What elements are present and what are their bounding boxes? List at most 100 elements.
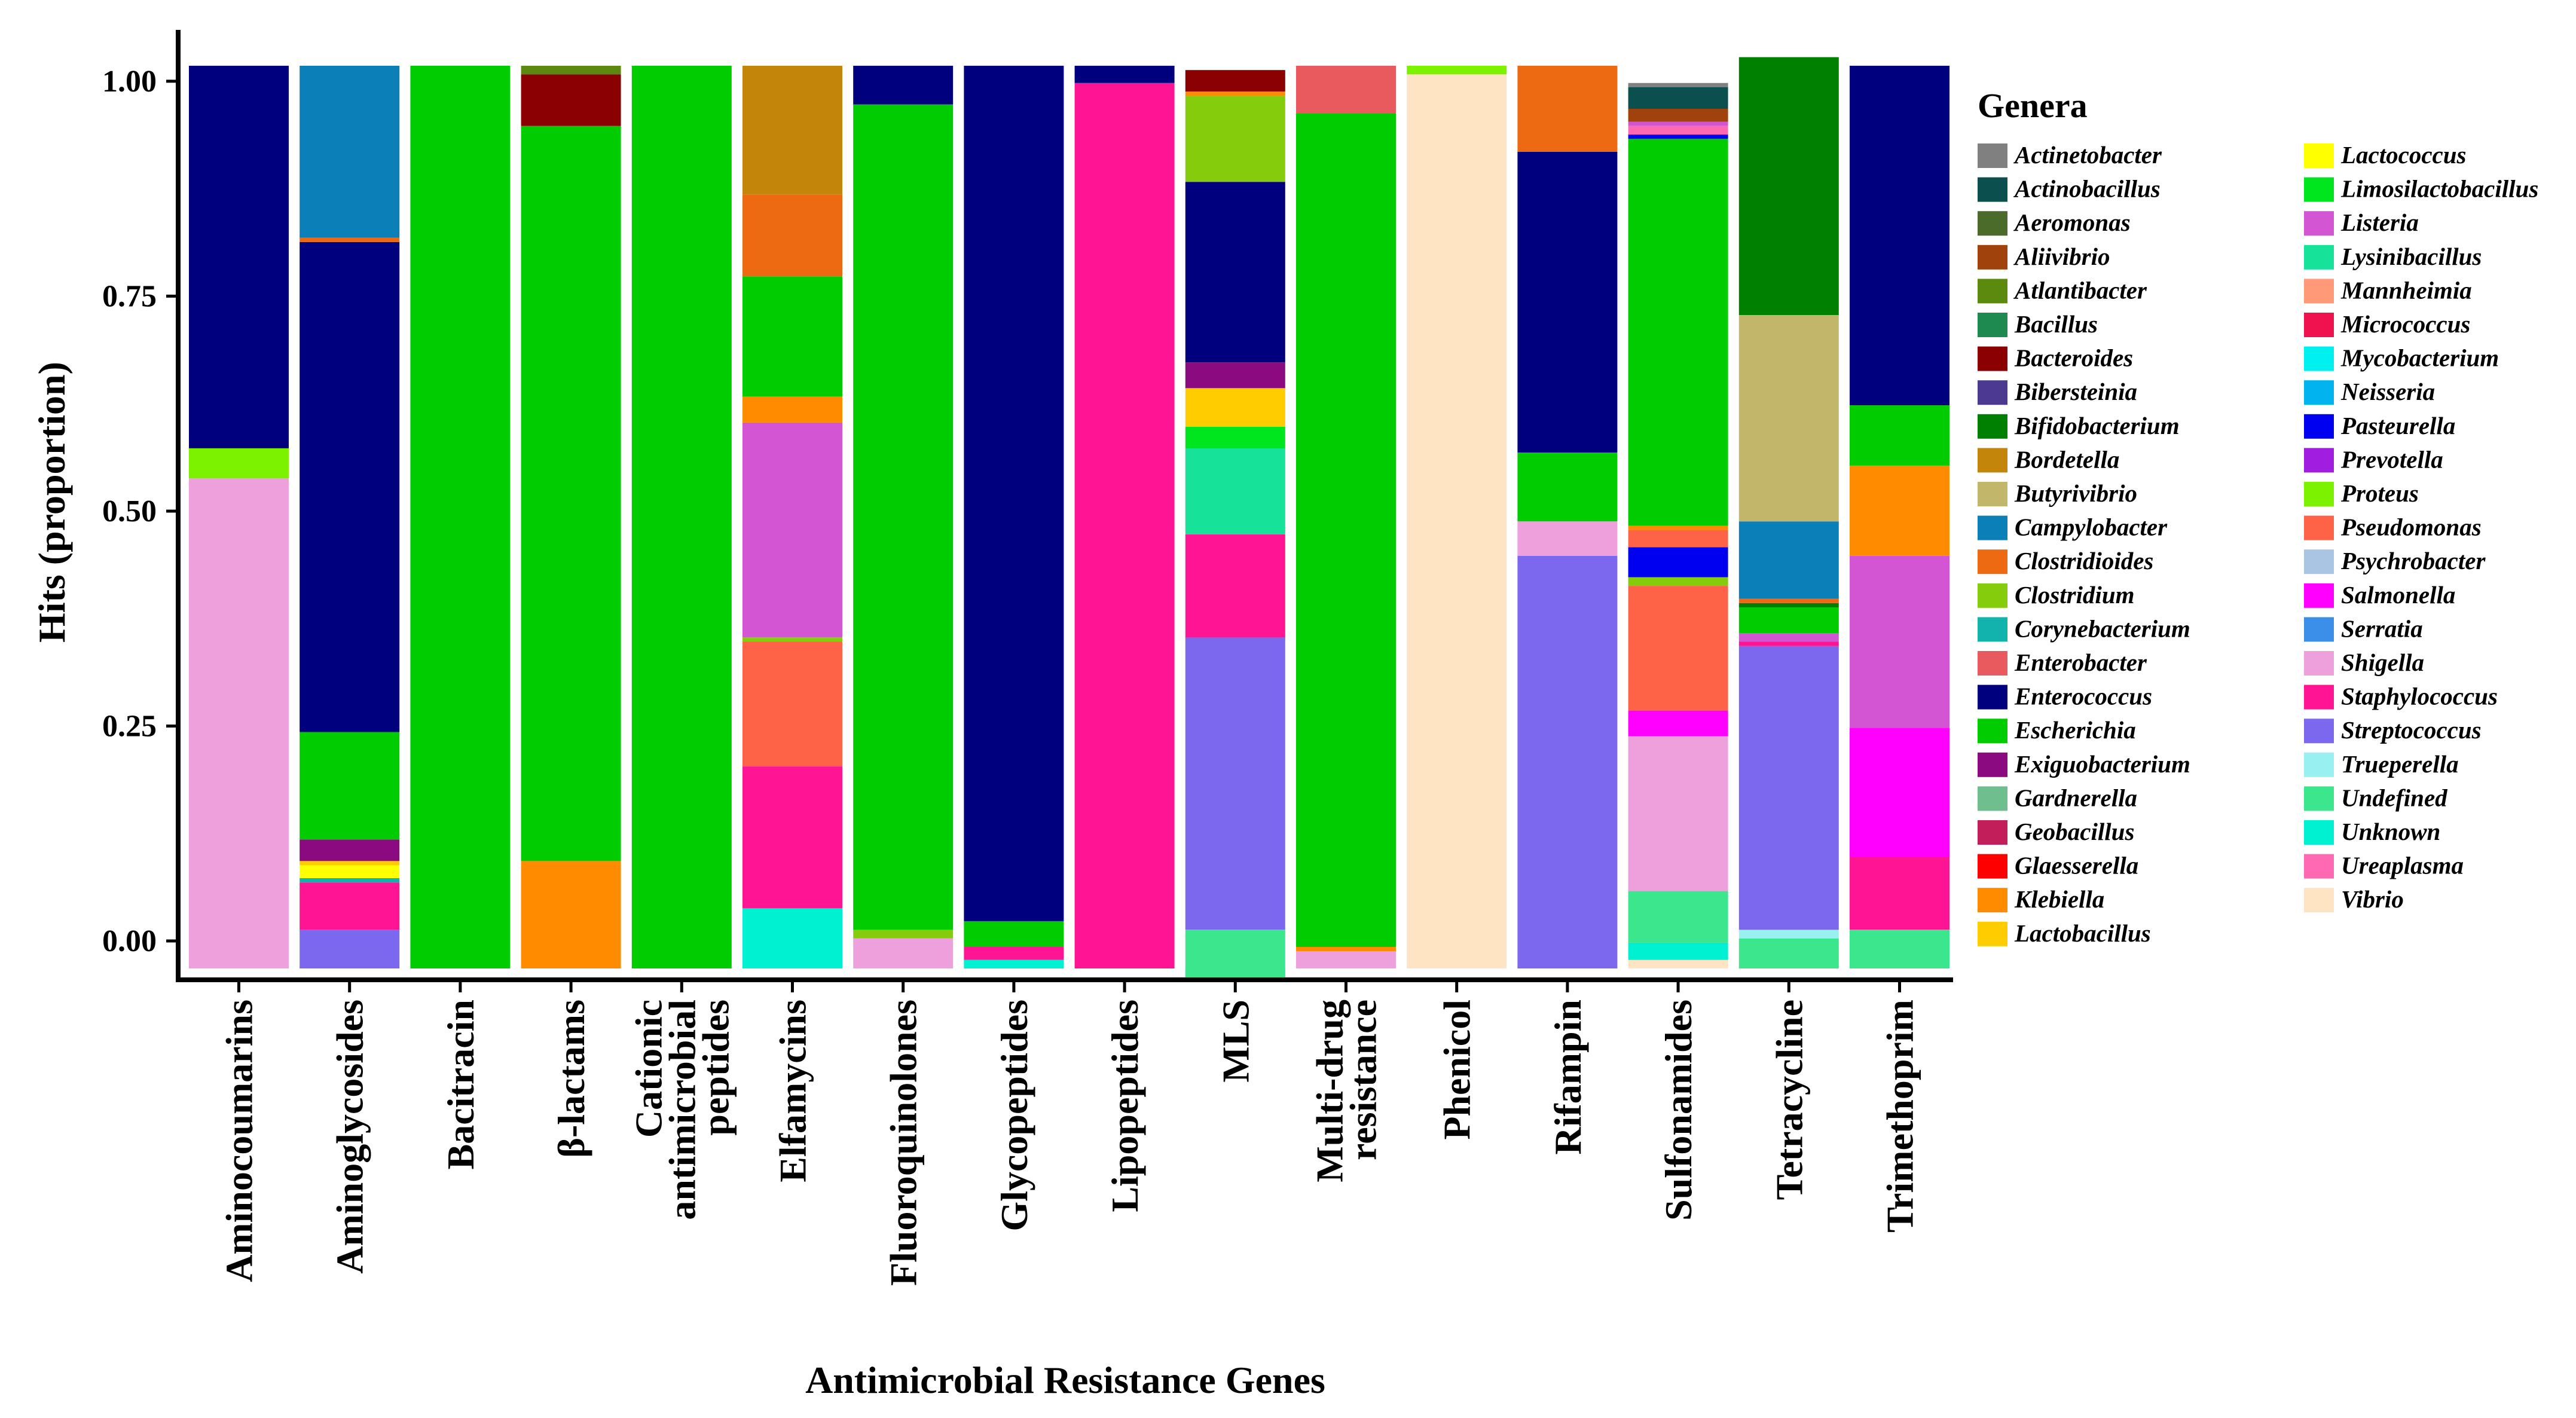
legend-item: Enterococcus: [1978, 683, 2152, 710]
category-label: Aminoglycosides: [329, 1000, 371, 1274]
category-label: β-lactams: [550, 1000, 592, 1158]
bar-segment-exiguobacterium: [1185, 362, 1285, 389]
bar-segment-enterococcus: [1185, 182, 1285, 363]
category-label: Lipopeptides: [1104, 1000, 1146, 1212]
legend-swatch: [1978, 651, 2007, 676]
y-axis-title: Hits (proportion): [30, 362, 73, 643]
legend-label: Lactobacillus: [2014, 919, 2151, 947]
bar-segment-klebiella: [1850, 465, 1949, 556]
bar-segment-enterococcus: [1850, 66, 1949, 405]
legend-title: Genera: [1978, 86, 2088, 125]
legend-swatch: [1978, 921, 2007, 946]
bar-segment-pasteurella: [1628, 135, 1728, 139]
legend-item: Ureaplasma: [2304, 852, 2464, 879]
bar-segment-undefined: [1185, 930, 1285, 982]
legend-item: Bacillus: [1978, 310, 2098, 338]
legend-item: Vibrio: [2304, 885, 2404, 913]
legend-swatch: [2304, 414, 2334, 439]
x-axis-title: Antimicrobial Resistance Genes: [805, 1359, 1325, 1401]
bar-segment-salmonella: [1628, 710, 1728, 736]
legend-swatch: [1978, 448, 2007, 473]
bar-segment-bifidobacterium: [1738, 603, 1839, 607]
bar-segment-klebiella: [521, 861, 621, 968]
bar-segment-vibrio: [1407, 74, 1507, 968]
legend-swatch: [2304, 279, 2334, 304]
legend-swatch: [2304, 651, 2334, 676]
bar-segment-streptococcus: [1185, 637, 1285, 930]
bar-segment-enterococcus: [1517, 151, 1618, 453]
legend-swatch: [2304, 583, 2334, 608]
bar-segment-staphylococcus: [964, 947, 1064, 960]
legend-label: Neisseria: [2340, 378, 2435, 405]
legend-swatch: [2304, 143, 2334, 168]
legend-label: Enterobacter: [2014, 649, 2147, 676]
bar-segment-escherichia: [410, 66, 511, 968]
legend-swatch: [2304, 313, 2334, 337]
legend-item: Shigella: [2304, 649, 2424, 676]
legend-item: Bacteroides: [1978, 344, 2133, 372]
bar-segment-shigella: [853, 938, 954, 968]
x-tick-labels: Aminocoumarins Aminoglycosides Bacitracin β…: [218, 981, 1921, 1286]
legend-item: Neisseria: [2304, 378, 2435, 405]
legend-item: Lactococcus: [2304, 141, 2466, 169]
legend-item: Limosilactobacillus: [2304, 175, 2538, 203]
category-label: Glycopeptides: [993, 1000, 1035, 1231]
legend-swatch: [1978, 279, 2007, 304]
legend-item: Clostridioides: [1978, 547, 2153, 574]
legend-swatch: [1978, 583, 2007, 608]
bar-segment-listeria: [742, 422, 842, 638]
legend-item: Unknown: [2304, 818, 2440, 845]
bar-segment-salmonella: [1850, 728, 1949, 857]
category-label: Sulfonamides: [1657, 1000, 1700, 1221]
category-label: Multi-drugresistance: [1309, 1000, 1385, 1182]
legend-item: Clostridium: [1978, 581, 2135, 609]
legend-label: Bordetella: [2014, 445, 2119, 473]
bar-segment-vibrio: [1628, 959, 1728, 968]
legend-label: Psychrobacter: [2340, 547, 2486, 574]
bar-segment-clostridioides: [1517, 66, 1618, 152]
bar-segment-exiguobacterium: [300, 839, 400, 861]
legend-label: Corynebacterium: [2015, 615, 2190, 642]
bar-segment-escherichia: [1628, 139, 1728, 526]
category-label: Trimethoprim: [1879, 1000, 1921, 1233]
legend-swatch: [2304, 380, 2334, 405]
legend-label: Bacillus: [2014, 310, 2098, 338]
legend-item: Butyrivibrio: [1978, 479, 2137, 507]
legend-item: Pasteurella: [2304, 412, 2455, 439]
bar-segment-clostridium: [1628, 577, 1728, 586]
bar-segment-staphylococcus: [1074, 82, 1175, 968]
legend-label: Clostridium: [2015, 581, 2135, 609]
legend-swatch: [2304, 854, 2334, 879]
legend-label: Klebiella: [2014, 885, 2104, 913]
bar-segment-limosilactobacillus: [1185, 427, 1285, 448]
legend-swatch: [1978, 380, 2007, 405]
bar-segment-lysinibacillus: [1185, 448, 1285, 534]
y-tick-label: 0.50: [102, 494, 157, 528]
legend-item: Staphylococcus: [2304, 683, 2498, 710]
legend-item: Klebiella: [1978, 885, 2104, 913]
legend-item: Bordetella: [1978, 445, 2119, 473]
bar-segment-shigella: [1296, 951, 1396, 968]
legend-swatch: [2304, 719, 2334, 744]
bar-segment-escherichia: [1296, 113, 1396, 948]
legend-label: Mycobacterium: [2340, 344, 2499, 372]
bar-segment-ureaplasma: [1628, 126, 1728, 135]
legend-item: Actinetobacter: [1978, 141, 2162, 169]
legend: Actinetobacter Actinobacillus Aeromonas Ali…: [1978, 141, 2538, 947]
bar-segment-klebiella: [1628, 525, 1728, 530]
legend-label: Unknown: [2341, 818, 2440, 845]
legend-swatch: [1978, 143, 2007, 168]
legend-swatch: [1978, 414, 2007, 439]
bar-segment-actinobacillus: [1628, 87, 1728, 109]
bar-segment-clostridium: [742, 637, 842, 642]
legend-label: Shigella: [2341, 649, 2424, 676]
legend-item: Bifidobacterium: [1978, 412, 2180, 439]
legend-item: Escherichia: [1978, 716, 2136, 744]
category-label: Bacitracin: [439, 1000, 482, 1169]
legend-item: Enterobacter: [1978, 649, 2147, 676]
legend-label: Serratia: [2341, 615, 2423, 642]
bar-segment-listeria: [1738, 633, 1839, 642]
legend-label: Bifidobacterium: [2014, 412, 2180, 439]
legend-swatch: [2304, 515, 2334, 540]
legend-swatch: [2304, 888, 2334, 913]
